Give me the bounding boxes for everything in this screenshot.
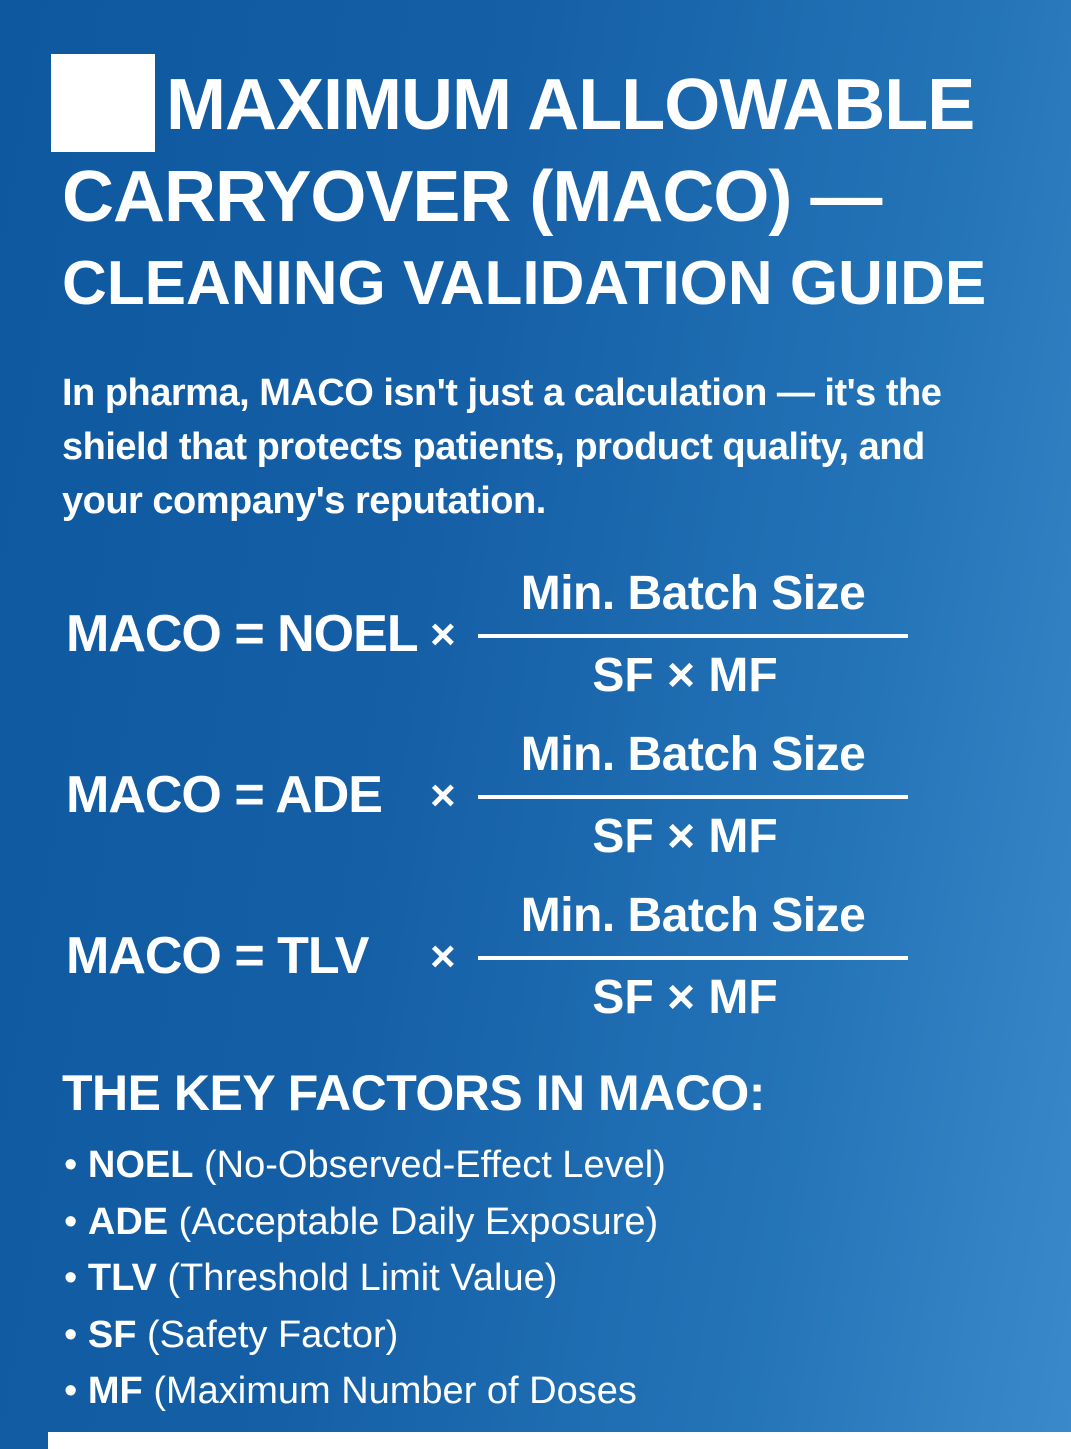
bottom-white-bar: [48, 1432, 1071, 1449]
formula-denominator: SF × MF: [592, 810, 778, 863]
key-factor-item: • TLV (Threshold Limit Value): [64, 1257, 557, 1300]
formula-numerator: Min. Batch Size: [520, 567, 866, 620]
factor-term: TLV: [87, 1257, 157, 1299]
bullet: •: [64, 1144, 88, 1186]
factor-description: (Threshold Limit Value): [167, 1257, 558, 1299]
factor-term: MF: [87, 1370, 143, 1412]
multiply-sign: ×: [430, 932, 456, 981]
factor-term: ADE: [87, 1200, 169, 1243]
factor-term: SF: [87, 1313, 137, 1356]
intro-paragraph: In pharma, MACO isn't just a calculation…: [62, 372, 942, 522]
formula-lhs: MACO = TLV: [66, 927, 369, 985]
key-factor-item: • SF (Safety Factor): [64, 1314, 398, 1357]
factor-description: (Maximum Number of Doses: [153, 1370, 637, 1412]
formula-denominator: SF × MF: [592, 971, 778, 1024]
fraction-bar: [478, 795, 908, 799]
factor-term: NOEL: [87, 1144, 194, 1186]
title-line-2: CARRYOVER (MACO) —: [62, 157, 882, 237]
bullet: •: [64, 1313, 88, 1356]
factor-description: (Safety Factor): [147, 1313, 399, 1356]
multiply-sign: ×: [430, 771, 456, 820]
fraction-bar: [478, 634, 908, 638]
formula-numerator: Min. Batch Size: [520, 728, 866, 781]
multiply-sign: ×: [430, 610, 456, 659]
key-factor-item: • MF (Maximum Number of Doses: [64, 1370, 637, 1413]
bullet: •: [64, 1200, 88, 1243]
title-line-1: MAXIMUM ALLOWABLE: [166, 65, 975, 145]
formula-lhs: MACO = ADE: [66, 766, 383, 824]
formula-denominator: SF × MF: [592, 649, 778, 702]
factor-description: (No-Observed-Effect Level): [204, 1144, 666, 1186]
subtitle: CLEANING VALIDATION GUIDE: [62, 249, 987, 318]
factor-description: (Acceptable Daily Exposure): [178, 1200, 659, 1243]
white-square-logo-placeholder: [51, 54, 155, 152]
formula-numerator: Min. Batch Size: [520, 889, 866, 942]
bullet: •: [64, 1370, 88, 1412]
key-factors-heading: THE KEY FACTORS IN MACO:: [62, 1065, 765, 1121]
key-factor-item: • ADE (Acceptable Daily Exposure): [64, 1201, 658, 1244]
fraction-bar: [478, 956, 908, 960]
bullet: •: [64, 1257, 88, 1299]
key-factor-item: • NOEL (No-Observed-Effect Level): [64, 1144, 666, 1187]
formula-lhs: MACO = NOEL: [66, 605, 419, 663]
